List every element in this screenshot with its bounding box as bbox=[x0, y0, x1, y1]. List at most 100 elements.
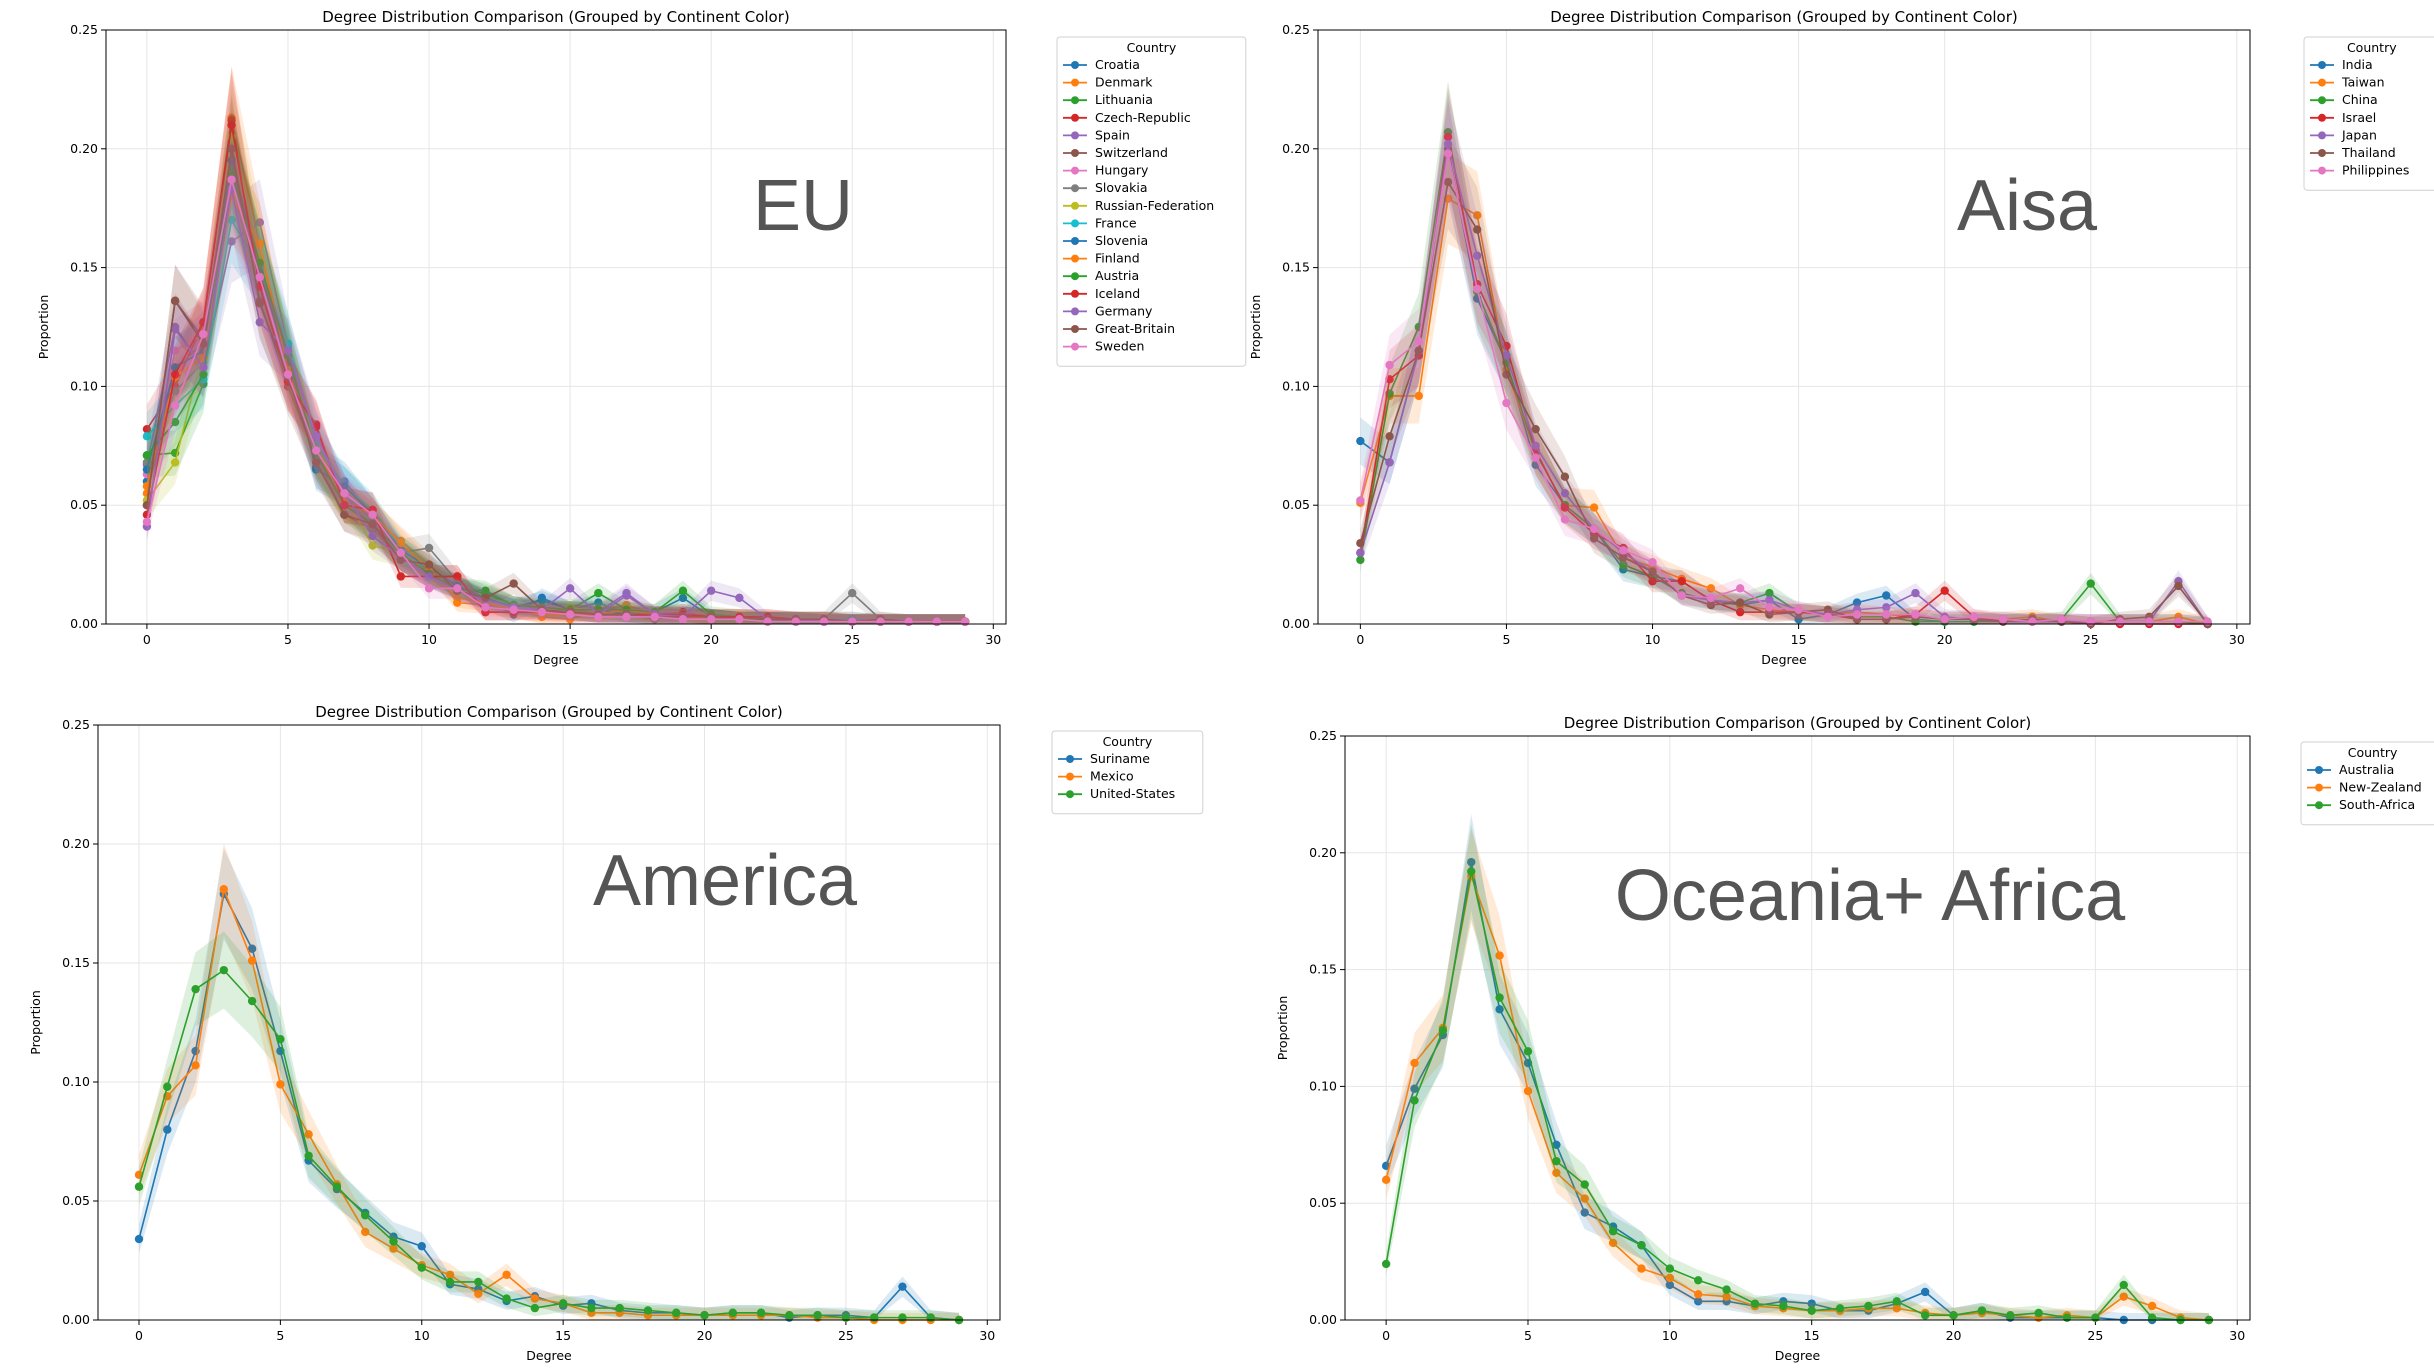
data-point bbox=[255, 258, 264, 268]
data-point bbox=[1637, 1264, 1646, 1273]
x-tick-label: 25 bbox=[2083, 632, 2099, 647]
data-point bbox=[1940, 586, 1949, 595]
y-tick-label: 0.00 bbox=[1309, 1312, 1337, 1327]
data-point bbox=[622, 612, 631, 622]
data-point bbox=[332, 1182, 342, 1191]
x-tick-label: 30 bbox=[2229, 1328, 2245, 1343]
data-point bbox=[1356, 436, 1365, 446]
x-tick-label: 10 bbox=[421, 632, 437, 647]
legend-item: Lithuania bbox=[1063, 92, 1153, 107]
data-point bbox=[1920, 1311, 1930, 1320]
data-point bbox=[1381, 1259, 1391, 1269]
data-point bbox=[1706, 600, 1716, 610]
subplot-1: 0 5 10 15 20 25 30 0.00 0.05 0.10 0.15 0.20 0.25 Degr… bbox=[36, 8, 1247, 667]
legend-item: New-Zealand bbox=[2307, 780, 2422, 795]
axes-frame bbox=[97, 724, 1001, 1321]
data-point bbox=[1473, 284, 1482, 294]
region-annotation: Oceania+ Africa bbox=[1615, 856, 2126, 936]
y-tick-label: 0.15 bbox=[1282, 260, 1310, 275]
legend-label: Russian-Federation bbox=[1095, 198, 1214, 213]
x-tick-label: 15 bbox=[1804, 1328, 1820, 1343]
data-point bbox=[255, 218, 264, 227]
legend-label: United-States bbox=[1090, 786, 1175, 801]
y-tick-label: 0.25 bbox=[1309, 728, 1337, 743]
data-point bbox=[2147, 1313, 2157, 1322]
data-point bbox=[1648, 558, 1657, 567]
legend-label: Spain bbox=[1095, 127, 1130, 142]
x-tick-label: 0 bbox=[1356, 632, 1364, 647]
data-point bbox=[304, 1151, 313, 1160]
x-tick-label: 15 bbox=[562, 632, 578, 647]
data-point bbox=[1694, 1297, 1703, 1306]
data-point bbox=[368, 520, 377, 529]
data-point bbox=[509, 605, 518, 614]
legend-marker-icon bbox=[1071, 219, 1079, 228]
x-tick-label: 5 bbox=[1524, 1328, 1532, 1343]
legend-marker-icon bbox=[1071, 289, 1079, 298]
legend-marker-icon bbox=[2315, 766, 2323, 774]
legend-marker-icon bbox=[1066, 790, 1074, 799]
x-axis-label: Degree bbox=[1761, 652, 1807, 667]
data-point bbox=[565, 610, 575, 619]
data-point bbox=[2091, 1313, 2100, 1322]
data-point bbox=[368, 531, 377, 541]
data-point bbox=[2145, 617, 2154, 626]
legend-label: Finland bbox=[1095, 251, 1140, 266]
data-point bbox=[848, 617, 857, 626]
confidence-band bbox=[139, 848, 959, 1320]
x-tick-label: 0 bbox=[135, 1328, 143, 1343]
data-point bbox=[474, 1289, 483, 1299]
legend-marker-icon bbox=[1071, 96, 1079, 105]
data-point bbox=[537, 607, 547, 617]
data-point bbox=[1665, 1273, 1675, 1283]
legend-marker-icon bbox=[2318, 113, 2326, 122]
data-point bbox=[1443, 139, 1453, 149]
data-point bbox=[1706, 584, 1716, 593]
axes-frame bbox=[1344, 735, 2251, 1321]
series-sweden bbox=[142, 132, 970, 626]
x-tick-label: 0 bbox=[1382, 1328, 1390, 1343]
data-point bbox=[1381, 1175, 1391, 1185]
data-point bbox=[2203, 617, 2212, 626]
data-point bbox=[1694, 1276, 1703, 1285]
data-point bbox=[311, 446, 321, 455]
data-point bbox=[2034, 1308, 2043, 1318]
legend-item: Finland bbox=[1063, 251, 1140, 266]
y-tick-label: 0.10 bbox=[62, 1074, 90, 1089]
data-point bbox=[283, 346, 293, 355]
legend-label: Lithuania bbox=[1095, 92, 1153, 107]
data-point bbox=[340, 489, 349, 498]
legend-label: Great-Britain bbox=[1095, 321, 1175, 336]
region-annotation: America bbox=[593, 841, 858, 921]
legend-marker-icon bbox=[1071, 237, 1079, 245]
legend-marker-icon bbox=[2318, 96, 2326, 105]
data-point bbox=[1608, 1227, 1618, 1236]
x-tick-label: 5 bbox=[276, 1328, 284, 1343]
data-point bbox=[1523, 1086, 1533, 1096]
data-point bbox=[142, 501, 152, 510]
data-point bbox=[368, 510, 377, 519]
data-point bbox=[706, 615, 716, 624]
legend-label: Germany bbox=[1095, 303, 1153, 318]
confidence-band bbox=[146, 179, 966, 625]
legend-item: Australia bbox=[2307, 762, 2394, 777]
data-point bbox=[1706, 593, 1716, 603]
legend-title: Country bbox=[1103, 734, 1153, 749]
x-tick-label: 10 bbox=[1662, 1328, 1678, 1343]
data-point bbox=[615, 1303, 624, 1313]
data-point bbox=[594, 612, 603, 622]
data-point bbox=[389, 1237, 398, 1246]
data-point bbox=[219, 885, 229, 894]
data-point bbox=[142, 465, 152, 474]
data-point bbox=[1580, 1180, 1589, 1189]
data-point bbox=[1694, 1290, 1703, 1299]
region-annotation: Aisa bbox=[1957, 166, 2098, 246]
data-point bbox=[1940, 615, 1949, 624]
legend-marker-icon bbox=[2318, 131, 2326, 140]
data-point bbox=[453, 593, 462, 603]
data-point bbox=[678, 593, 688, 603]
data-point bbox=[361, 1227, 370, 1237]
data-point bbox=[1531, 424, 1540, 434]
data-point bbox=[1552, 1140, 1561, 1150]
data-point bbox=[565, 584, 575, 593]
